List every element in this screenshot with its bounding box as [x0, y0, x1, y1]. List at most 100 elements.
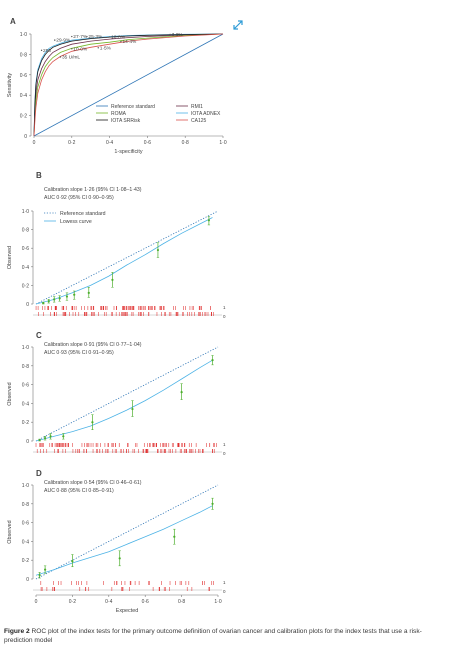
data-point	[47, 300, 50, 303]
panel-c: C 0 0·2 0·4 0·6 0·8 1·0 Observed Calibration slo…	[7, 331, 226, 456]
x-tick-label: 0·8	[182, 140, 189, 146]
x-tick-label: 0·4	[106, 140, 113, 146]
legend-label: RMI1	[191, 104, 203, 110]
panel-letter: A	[10, 17, 16, 26]
data-point	[58, 297, 61, 300]
x-tick-label: 0	[33, 140, 36, 146]
annotation-marker	[86, 35, 88, 38]
rug-label: 1	[223, 580, 226, 585]
series-line-ca125	[33, 33, 224, 137]
y-tick-label: 0	[26, 577, 29, 583]
y-tick-label: 0	[26, 302, 29, 308]
data-point	[156, 248, 160, 252]
annotation-marker	[71, 35, 73, 38]
data-point	[53, 298, 56, 301]
annotation-label: 29·9%	[56, 38, 71, 44]
x-tick-label: 0·6	[142, 599, 149, 605]
panel-a: A 0 0·2 0·4 0·6 0·8 1·0 0 0·2 0·4 0·6 0·8 1·0 1-speci…	[7, 17, 227, 155]
data-point	[180, 391, 183, 394]
x-tick-label: 1·0	[214, 599, 221, 605]
series-line-reference-standard	[35, 484, 219, 580]
x-tick-label: 0·6	[144, 140, 151, 146]
expand-icon[interactable]	[233, 17, 243, 30]
data-point	[211, 359, 214, 362]
data-point	[44, 437, 47, 440]
y-tick-label: 0	[24, 134, 27, 140]
x-tick-label: 1·0	[219, 140, 226, 146]
data-point	[42, 301, 45, 305]
annotation-marker	[54, 39, 56, 41]
data-point	[91, 421, 94, 424]
annotation-label: 35 U/mL	[62, 54, 80, 60]
annotation-label: 10·0%	[73, 46, 88, 52]
stat-text: AUC 0·92 (95% CI 0·90–0·95)	[44, 195, 114, 201]
series-line-iota-srrisk	[33, 33, 224, 137]
annotation-label: 10·0%	[111, 35, 126, 41]
y-tick-label: 1·0	[20, 32, 27, 38]
annotation-label: 250	[43, 48, 51, 54]
stat-text: AUC 0·93 (95% CI 0·91–0·95)	[44, 350, 114, 356]
annotation-label: 1·5%	[100, 45, 112, 51]
legend-label: IOTA SRRisk	[111, 118, 141, 124]
data-point	[38, 438, 41, 442]
panel-b: B 0 0·2 0·4 0·6 0·8 1·0 Observed Calibration slo…	[7, 171, 226, 319]
series-line-lowess-curve	[35, 217, 213, 305]
y-tick-label: 1·0	[22, 345, 29, 351]
data-point	[49, 435, 52, 438]
series-line-reference-standard	[33, 33, 224, 137]
y-tick-label: 0·6	[22, 383, 29, 389]
annotation-marker	[59, 56, 62, 58]
data-point	[38, 574, 41, 577]
y-tick-label: 0·6	[22, 246, 29, 252]
annotation-marker	[108, 36, 111, 38]
data-point	[118, 557, 121, 560]
y-tick-label: 0·2	[20, 114, 27, 120]
data-point	[207, 219, 210, 222]
data-point	[73, 293, 76, 296]
series-line-reference-standard	[35, 346, 219, 442]
legend-label: IOTA ADNEX	[191, 111, 221, 117]
legend-label: ROMA	[111, 111, 127, 117]
y-tick-label: 0·2	[22, 420, 29, 426]
panel-d: D00·20·40·60·81·00 0·2 0·4 0·6 0·8 1·0Expecte…	[7, 469, 226, 614]
y-tick-label: 0·6	[20, 73, 27, 79]
rug-label: 1	[223, 442, 226, 447]
annotation-marker	[40, 49, 43, 52]
stat-text: Calibration slope 0·91 (95% CI 0·77–1·04…	[44, 342, 142, 348]
y-tick-label: 1·0	[22, 483, 29, 489]
data-point	[65, 295, 69, 298]
rug-label: 0	[223, 314, 226, 319]
stat-text: Calibration slope 0·54 (95% CI 0·46–0·61…	[44, 480, 142, 486]
data-point	[111, 278, 114, 281]
y-tick-label: 1·0	[22, 209, 29, 215]
x-axis-label: Expected	[116, 608, 138, 614]
panel-letter: B	[36, 171, 42, 180]
rug-label: 0	[223, 589, 226, 594]
stat-text: Calibration slope 1·26 (95% CI 1·08–1·43…	[44, 187, 142, 193]
panel-letter: D	[36, 469, 42, 478]
y-tick-label: 0·8	[20, 52, 27, 58]
x-tick-label: 0·4	[105, 599, 112, 605]
annotation-label: 3·0%	[172, 32, 184, 38]
y-axis-label: Observed	[7, 246, 13, 269]
data-point	[87, 291, 90, 294]
y-tick-label: 0·4	[22, 539, 29, 545]
x-axis-label: 1-specificity	[114, 149, 142, 155]
data-point	[173, 535, 176, 538]
series-line-rmi1	[33, 33, 224, 137]
legend-label: Reference standard	[111, 104, 155, 110]
legend-label: Reference standard	[60, 211, 106, 217]
annotation-marker	[71, 48, 73, 50]
annotation-marker	[120, 40, 122, 43]
y-tick-label: 0·8	[22, 364, 29, 370]
y-tick-label: 0·2	[22, 558, 29, 564]
rug-label: 0	[223, 451, 226, 456]
data-point	[71, 560, 74, 563]
y-tick-label: 0·6	[22, 521, 29, 527]
x-tick-label: 0	[35, 599, 38, 605]
caption-label: Figure 2	[4, 628, 30, 635]
annotation-label: 25·3%	[88, 34, 103, 40]
annotation-marker	[97, 47, 99, 49]
annotation-label: 27·7%	[73, 34, 88, 40]
y-axis-label: Sensitivity	[7, 73, 13, 98]
